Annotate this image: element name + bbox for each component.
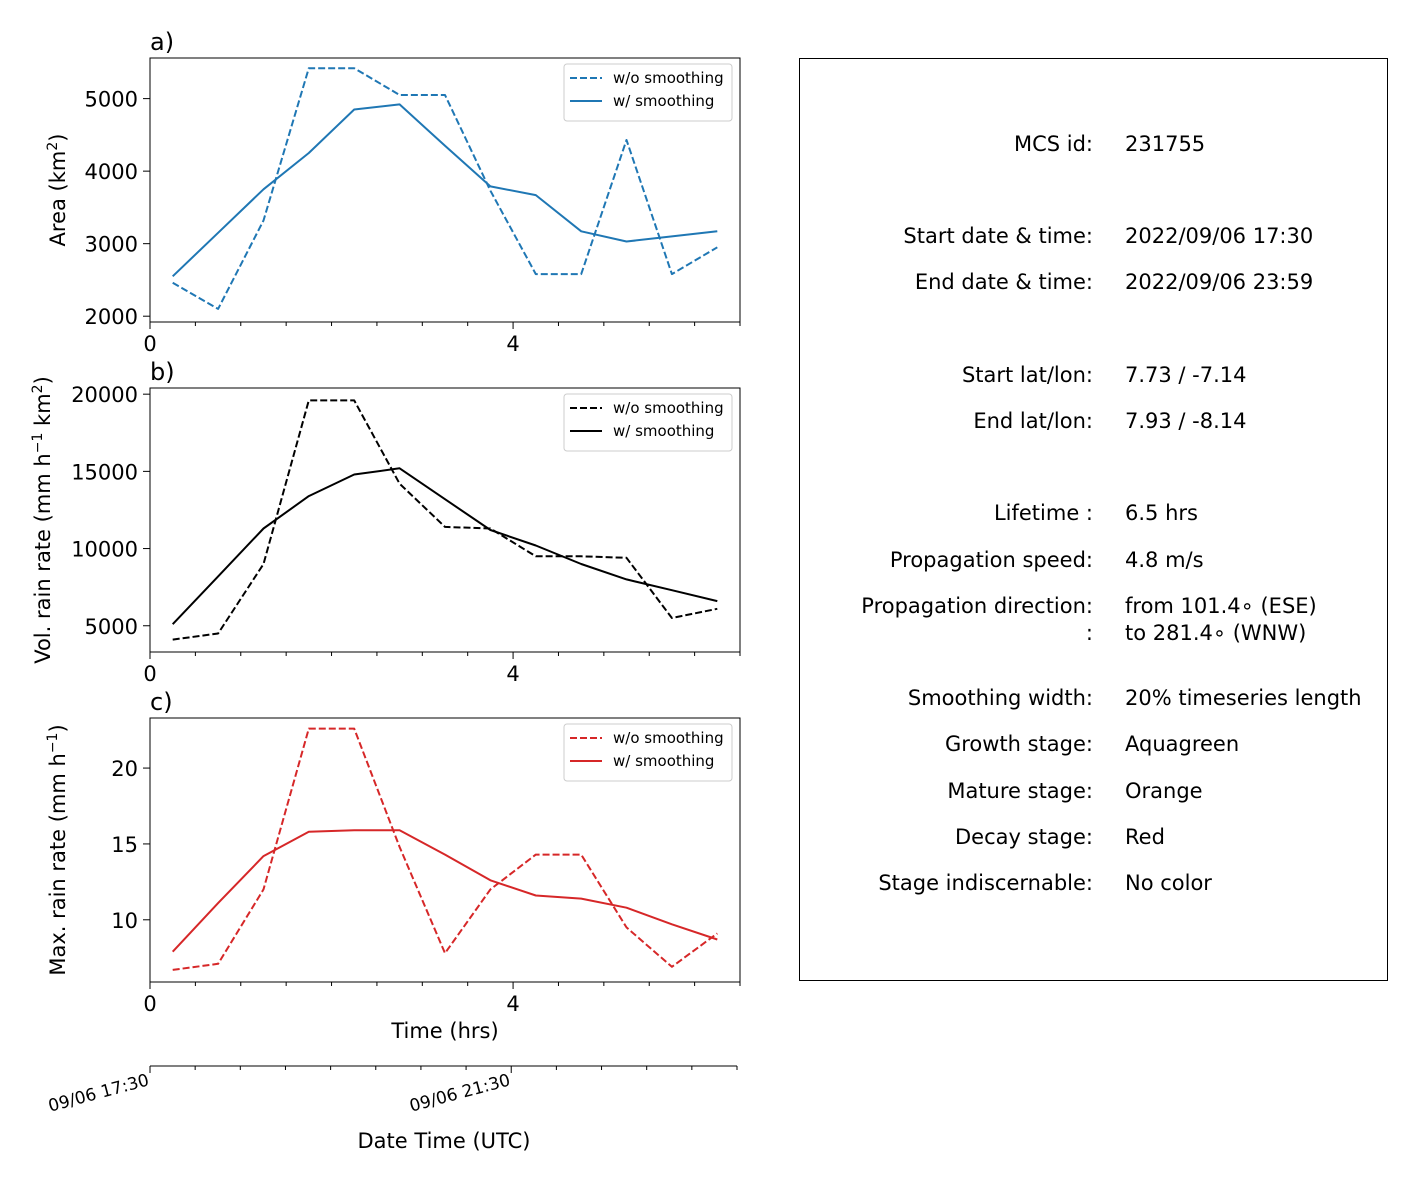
info-row-decay-stage: Decay stage: Red (800, 825, 1387, 851)
series-line-with-smoothing (171, 829, 718, 953)
y-tick-label: 2000 (85, 305, 138, 329)
info-label: End date & time: (914, 270, 1093, 294)
x-tick-label: 0 (143, 992, 156, 1016)
info-row-mature-stage: Mature stage: Orange (800, 779, 1387, 805)
info-label: Propagation speed: (889, 548, 1093, 572)
legend-label: w/o smoothing (613, 69, 724, 87)
info-label: Lifetime : (993, 501, 1093, 525)
y-tick-label: 3000 (85, 233, 138, 257)
info-value: 7.93 / -8.14 (1125, 409, 1247, 433)
date-time-axis: 09/06 17:30 09/06 21:30 Date Time (UTC) (46, 1065, 738, 1153)
info-row-mcs-id: MCS id: 231755 (800, 132, 1387, 158)
legend-label: w/ smoothing (613, 422, 714, 440)
info-row-growth-stage: Growth stage: Aquagreen (800, 732, 1387, 758)
info-row-propagation-direction-to: : to 281.4∘ (WNW) (800, 621, 1387, 647)
info-value: 2022/09/06 23:59 (1125, 270, 1314, 294)
y-tick-label: 20 (111, 757, 138, 781)
info-value: 4.8 m/s (1125, 548, 1204, 572)
info-label: Smoothing width: (907, 686, 1093, 710)
info-label: Decay stage: (955, 825, 1093, 849)
info-value: to 281.4∘ (WNW) (1125, 621, 1307, 645)
info-value: 20% timeseries length (1125, 686, 1362, 710)
info-value: 6.5 hrs (1125, 501, 1198, 525)
chart-panel-vol-rain-rate: b) 0 4 5000 10000 15000 20000 Vol. rain rate (m… (30, 358, 741, 686)
y-tick-label: 10000 (71, 538, 138, 562)
info-value: from 101.4∘ (ESE) (1125, 594, 1317, 618)
series-line-with-smoothing (172, 103, 718, 278)
chart-panel-area: a) 0 4 2000 3000 4000 5000 Area (km2) w/o smooth… (45, 28, 741, 356)
info-row-start-datetime: Start date & time: 2022/09/06 17:30 (800, 224, 1387, 250)
info-value: Red (1125, 825, 1165, 849)
info-value: 231755 (1125, 132, 1206, 156)
info-row-propagation-speed: Propagation speed: 4.8 m/s (800, 548, 1387, 574)
info-label: Stage indiscernable: (878, 871, 1093, 895)
series-line-with-smoothing (171, 467, 718, 625)
legend-label: w/o smoothing (613, 729, 724, 747)
info-row-propagation-direction: Propagation direction: from 101.4∘ (ESE) (800, 594, 1387, 620)
info-value: Orange (1125, 779, 1203, 803)
legend-box (563, 393, 733, 452)
info-label: Propagation direction: (861, 594, 1093, 618)
info-label: End lat/lon: (973, 409, 1093, 433)
y-tick-label: 4000 (85, 160, 138, 184)
x-tick-label: 0 (143, 332, 156, 356)
legend-label: w/o smoothing (613, 399, 724, 417)
info-label: : (1085, 621, 1093, 645)
date-tick-label: 09/06 17:30 (46, 1071, 151, 1117)
y-tick-label: 10 (111, 909, 138, 933)
legend-label: w/ smoothing (613, 752, 714, 770)
info-label: MCS id: (1013, 132, 1093, 156)
info-value: No color (1125, 871, 1212, 895)
x-tick-label: 4 (506, 992, 519, 1016)
series-line-without-smoothing (172, 399, 718, 641)
info-row-stage-indiscernable: Stage indiscernable: No color (800, 871, 1387, 897)
info-row-smoothing-width: Smoothing width: 20% timeseries length (800, 686, 1387, 712)
info-value: Aquagreen (1125, 732, 1240, 756)
y-tick-label: 15000 (71, 460, 138, 484)
axes-frame (149, 717, 741, 983)
info-value: 7.73 / -7.14 (1125, 363, 1247, 387)
x-tick-label: 4 (506, 332, 519, 356)
y-axis-label: Max. rain rate (mm h−1) (45, 724, 70, 975)
info-label: Growth stage: (944, 732, 1093, 756)
legend-box (563, 63, 733, 122)
series-line-without-smoothing (172, 67, 718, 310)
date-axis-label: Date Time (UTC) (358, 1129, 531, 1153)
date-tick-label: 09/06 21:30 (407, 1071, 512, 1117)
info-label: Mature stage: (947, 779, 1093, 803)
series-line-without-smoothing (172, 727, 718, 971)
legend: w/o smoothing w/ smoothing (563, 393, 733, 452)
panel-label: a) (150, 28, 174, 56)
axes-frame (149, 57, 741, 323)
y-tick-label: 15 (111, 833, 138, 857)
info-label: Start date & time: (903, 224, 1093, 248)
legend: w/o smoothing w/ smoothing (563, 63, 733, 122)
y-tick-label: 5000 (85, 615, 138, 639)
x-tick-label: 0 (143, 662, 156, 686)
y-tick-label: 5000 (85, 88, 138, 112)
info-row-start-latlon: Start lat/lon: 7.73 / -7.14 (800, 363, 1387, 389)
legend-label: w/ smoothing (613, 92, 714, 110)
x-tick-label: 4 (506, 662, 519, 686)
chart-panel-max-rain-rate: c) 0 4 10 15 20 Max. rain rate (mm h−1) Time (h… (45, 688, 741, 1043)
panel-label: b) (150, 358, 175, 386)
info-row-end-latlon: End lat/lon: 7.93 / -8.14 (800, 409, 1387, 435)
x-axis-label: Time (hrs) (390, 1019, 498, 1043)
axes-frame (149, 387, 741, 653)
legend: w/o smoothing w/ smoothing (563, 723, 733, 782)
info-row-end-datetime: End date & time: 2022/09/06 23:59 (800, 270, 1387, 296)
mcs-info-panel: MCS id: 231755 Start date & time: 2022/0… (799, 58, 1388, 981)
y-axis-label: Vol. rain rate (mm h−1 km2) (30, 376, 55, 664)
y-axis-label: Area (km2) (45, 134, 70, 247)
y-tick-label: 20000 (71, 383, 138, 407)
info-value: 2022/09/06 17:30 (1125, 224, 1314, 248)
panel-label: c) (150, 688, 173, 716)
legend-box (563, 723, 733, 782)
info-row-lifetime: Lifetime : 6.5 hrs (800, 501, 1387, 527)
info-label: Start lat/lon: (961, 363, 1093, 387)
